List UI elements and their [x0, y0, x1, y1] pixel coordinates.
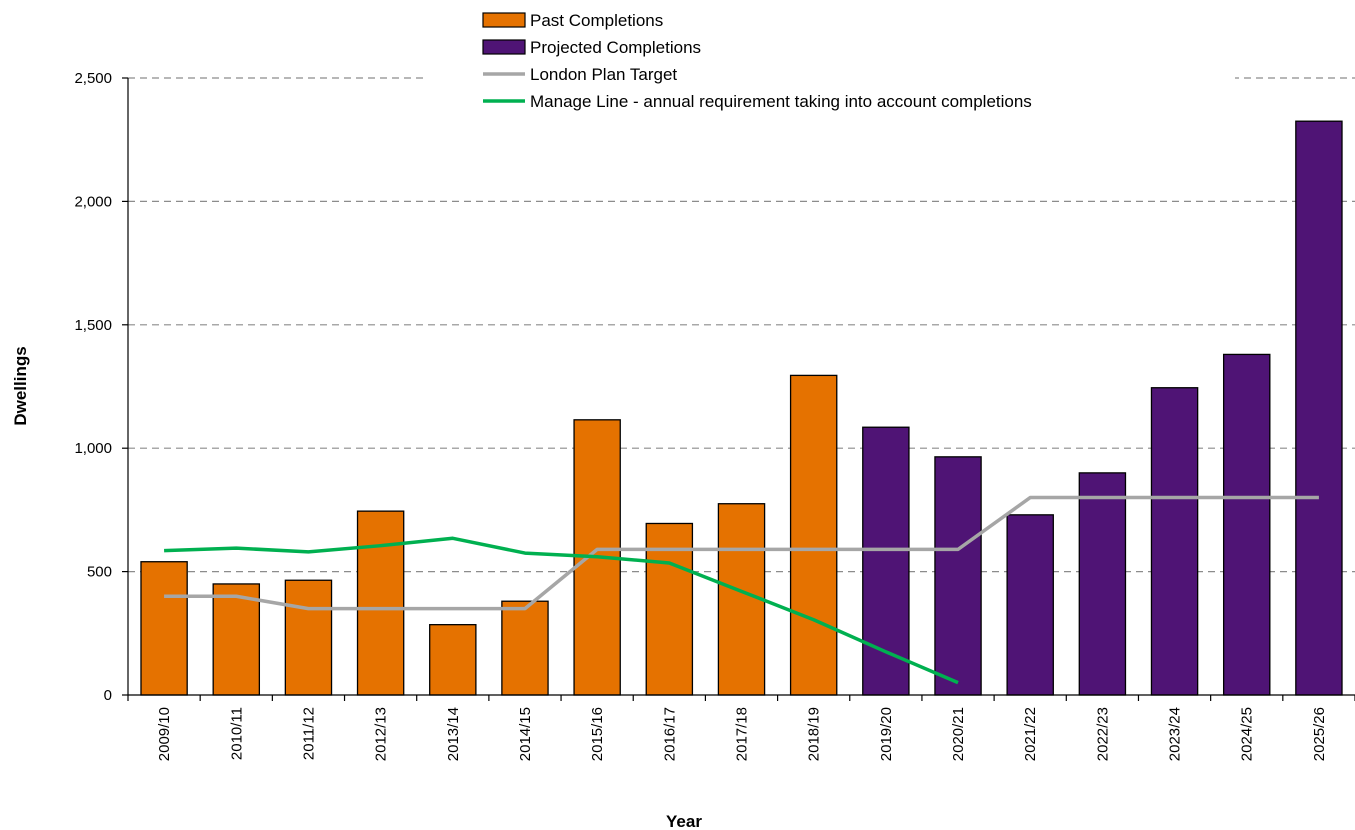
- legend-label: Manage Line - annual requirement taking …: [530, 92, 1032, 111]
- bar: [645, 522, 694, 696]
- bar: [1078, 472, 1127, 696]
- x-tick-label: 2018/19: [806, 707, 823, 761]
- x-tick-label: 2009/10: [156, 707, 173, 761]
- x-tick-label: 2023/24: [1167, 707, 1184, 761]
- x-tick-label: 2021/22: [1022, 707, 1039, 761]
- x-tick-label: 2014/15: [517, 707, 534, 761]
- bar: [934, 456, 982, 696]
- series-line: [164, 536, 959, 685]
- y-tick-label: 1,000: [74, 440, 112, 457]
- bar: [1222, 353, 1271, 696]
- x-tick-label: 2025/26: [1311, 707, 1328, 761]
- bar: [789, 374, 838, 696]
- legend-label: Projected Completions: [530, 38, 701, 57]
- bar: [140, 561, 188, 696]
- bar: [284, 579, 333, 696]
- bar: [717, 503, 766, 696]
- axes: [122, 77, 1355, 701]
- bars: [140, 120, 1343, 696]
- x-tick-label: 2020/21: [950, 707, 967, 761]
- x-tick-label: 2012/13: [373, 707, 390, 761]
- bar: [356, 510, 405, 696]
- x-tick-label: 2011/12: [300, 707, 317, 760]
- bar: [501, 600, 549, 696]
- y-tick-labels: 0 500 1,000 1,500 2,000 2,500: [74, 70, 112, 704]
- x-tick-label: 2017/18: [734, 707, 751, 761]
- bar: [1150, 387, 1199, 696]
- legend-background: [425, 0, 1235, 116]
- bar: [1295, 120, 1343, 696]
- x-tick-label: 2015/16: [589, 707, 606, 761]
- bar: [1006, 514, 1054, 696]
- legend-label: Past Completions: [530, 11, 663, 30]
- legend-swatch: [482, 12, 526, 28]
- series-line: [164, 495, 1319, 611]
- x-tick-label: 2022/23: [1094, 707, 1111, 761]
- legend: Past Completions Projected Completions Lon…: [425, 0, 1235, 116]
- x-tick-labels: 2009/10 2010/11 2011/12 2012/13 2013/14 2014/…: [156, 707, 1328, 761]
- y-tick-label: 500: [87, 564, 112, 581]
- series-lines: [164, 495, 1319, 685]
- x-tick-label: 2010/11: [228, 707, 245, 760]
- x-tick-label: 2016/17: [661, 707, 678, 761]
- bar: [429, 624, 477, 696]
- legend-swatch: [482, 39, 526, 55]
- legend-label: London Plan Target: [530, 65, 677, 84]
- y-tick-label: 0: [104, 687, 112, 704]
- x-tick-label: 2024/25: [1239, 707, 1256, 761]
- x-tick-label: 2019/20: [878, 707, 895, 761]
- y-tick-label: 2,000: [74, 193, 112, 210]
- y-tick-label: 1,500: [74, 317, 112, 334]
- x-tick-label: 2013/14: [445, 707, 462, 761]
- y-tick-label: 2,500: [74, 70, 112, 87]
- x-axis-title: Year: [666, 812, 702, 830]
- bar: [862, 426, 910, 696]
- y-axis-title: Dwellings: [11, 346, 30, 425]
